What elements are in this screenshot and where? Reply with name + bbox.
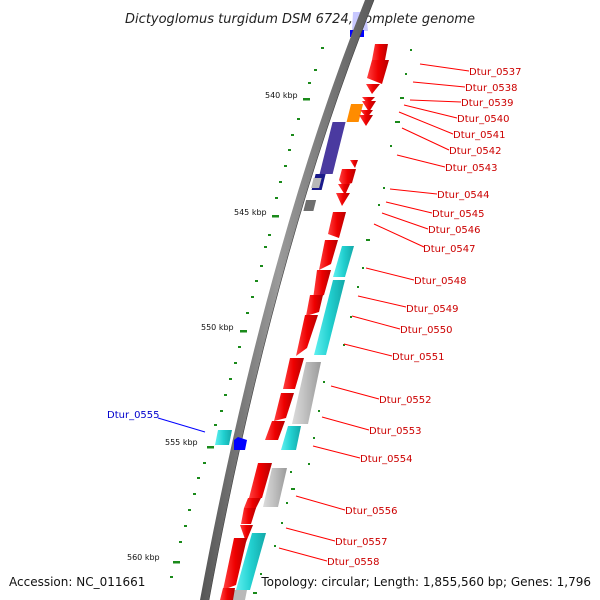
gene-label[interactable]: Dtur_0554 <box>360 454 413 465</box>
scale-label: 560 kbp <box>127 553 160 562</box>
map-title: Dictyoglomus turgidum DSM 6724, complete… <box>125 12 475 27</box>
gene-label[interactable]: Dtur_0544 <box>437 190 490 201</box>
cds-feature <box>328 212 346 238</box>
cds-feature <box>223 538 247 590</box>
scale-major-ticks <box>173 98 310 564</box>
cog-feature <box>303 200 317 211</box>
gene-label[interactable]: Dtur_0551 <box>392 352 445 363</box>
scale-label: 555 kbp <box>165 438 198 447</box>
cds-feature <box>313 270 331 299</box>
cog-feature <box>236 533 266 590</box>
cog-feature <box>263 468 287 507</box>
cds-feature <box>274 393 294 421</box>
gene-label[interactable]: Dtur_0539 <box>461 98 514 109</box>
backbone-edge <box>208 0 375 600</box>
cds-feature <box>319 240 338 270</box>
cds-feature <box>244 498 261 510</box>
reverse-cds-track <box>215 430 247 450</box>
gene-label[interactable]: Dtur_0545 <box>432 209 485 220</box>
scale-label: 540 kbp <box>265 91 298 100</box>
gene-label[interactable]: Dtur_0557 <box>335 537 388 548</box>
cds-feature <box>362 101 376 112</box>
cog-feature <box>311 178 322 188</box>
cds-feature <box>241 508 256 524</box>
gene-label[interactable]: Dtur_0541 <box>453 130 506 141</box>
cds-feature <box>350 160 358 168</box>
gene-label[interactable]: Dtur_0546 <box>428 225 481 236</box>
scale-ruler: 540 kbp 545 kbp 550 kbp 555 kbp 560 kbp <box>127 47 324 578</box>
cds-feature <box>367 60 389 84</box>
forward-cds-track <box>220 44 389 600</box>
topology-label: Topology: circular; Length: 1,855,560 bp… <box>260 575 591 589</box>
gene-label[interactable]: Dtur_0549 <box>406 304 459 315</box>
cds-feature <box>306 295 323 316</box>
gene-label[interactable]: Dtur_0543 <box>445 163 498 174</box>
gene-label[interactable]: Dtur_0555 <box>107 410 160 421</box>
cds-feature <box>283 358 304 389</box>
accession-label: Accession: NC_011661 <box>9 575 145 589</box>
gene-label[interactable]: Dtur_0547 <box>423 244 476 255</box>
cds-feature <box>366 84 380 94</box>
scale-minor-ticks <box>170 47 324 578</box>
cds-feature <box>372 44 388 60</box>
cog-feature <box>281 426 301 450</box>
cog-feature <box>314 280 345 355</box>
gene-labels: Dtur_0537 Dtur_0538 Dtur_0539 Dtur_0540 … <box>107 63 522 568</box>
cds-feature <box>338 184 350 195</box>
scale-label: 545 kbp <box>234 208 267 217</box>
gene-label[interactable]: Dtur_0537 <box>469 67 522 78</box>
gene-label[interactable]: Dtur_0553 <box>369 426 422 437</box>
cds-feature <box>249 463 272 498</box>
cog-feature <box>333 246 354 277</box>
cog-feature <box>346 104 364 122</box>
gene-label[interactable]: Dtur_0556 <box>345 506 398 517</box>
inner-ticks <box>253 49 412 594</box>
gene-label[interactable]: Dtur_0552 <box>379 395 432 406</box>
cds-feature <box>296 315 318 356</box>
genome-backbone <box>200 0 374 600</box>
cds-feature <box>359 115 373 126</box>
gene-label[interactable]: Dtur_0542 <box>449 146 502 157</box>
cds-feature-reverse <box>234 437 247 450</box>
cog-feature <box>319 122 346 174</box>
gene-label[interactable]: Dtur_0540 <box>457 114 510 125</box>
cds-feature <box>240 525 253 542</box>
gene-label[interactable]: Dtur_0538 <box>465 83 518 94</box>
scale-label: 550 kbp <box>201 323 234 332</box>
gene-label[interactable]: Dtur_0548 <box>414 276 467 287</box>
cds-feature <box>339 169 356 186</box>
cog-track <box>232 104 364 600</box>
cog-feature <box>215 430 232 445</box>
cds-feature <box>336 193 350 206</box>
cds-feature <box>360 110 373 118</box>
cds-feature <box>265 421 285 440</box>
cog-feature <box>232 590 247 600</box>
gene-label[interactable]: Dtur_0558 <box>327 557 380 568</box>
cog-feature <box>292 362 321 424</box>
cds-feature <box>220 588 235 600</box>
cds-feature <box>362 97 375 104</box>
gene-label[interactable]: Dtur_0550 <box>400 325 453 336</box>
